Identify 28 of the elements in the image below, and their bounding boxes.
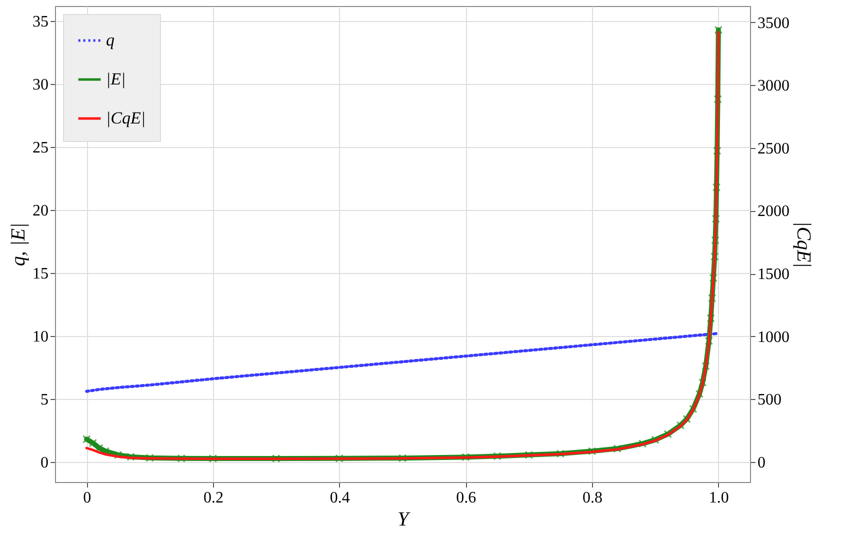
x-tick-label: 1.0 xyxy=(708,490,729,506)
x-tick-label: 0.4 xyxy=(330,490,350,506)
y-tick-label: 15 xyxy=(32,265,48,282)
x-tick-label: 0.2 xyxy=(203,490,224,506)
x-tick-label: 0.8 xyxy=(582,490,603,506)
y-tick-label: 35 xyxy=(32,14,48,31)
x-tick-label: 0 xyxy=(83,490,92,506)
y-axis-title: q, |E| xyxy=(8,222,30,266)
legend-label: |CqE| xyxy=(106,108,146,128)
y2-tick-label: 3500 xyxy=(758,14,790,32)
y2-tick-label: 3000 xyxy=(758,78,790,95)
y-tick-label: 10 xyxy=(32,328,48,346)
y2-tick-label: 0 xyxy=(758,454,766,472)
legend-label: |E| xyxy=(106,70,126,88)
y2-tick-label: 1500 xyxy=(758,266,790,284)
y2-axis-title: |CqE| xyxy=(792,221,814,268)
x-tick-label: 0.6 xyxy=(456,490,476,506)
y2-tick-label: 500 xyxy=(758,392,782,409)
y2-tick-label: 1000 xyxy=(758,328,790,346)
y2-tick-label: 2000 xyxy=(758,203,790,220)
legend-label: q xyxy=(106,30,115,50)
y2-tick-label: 2500 xyxy=(758,140,790,158)
y-tick-label: 30 xyxy=(32,76,48,94)
y-tick-label: 20 xyxy=(32,202,48,220)
x-axis-title: Y xyxy=(397,508,410,530)
y-tick-label: 25 xyxy=(32,140,48,157)
y-tick-label: 5 xyxy=(40,391,48,408)
y-tick-label: 0 xyxy=(40,454,48,472)
